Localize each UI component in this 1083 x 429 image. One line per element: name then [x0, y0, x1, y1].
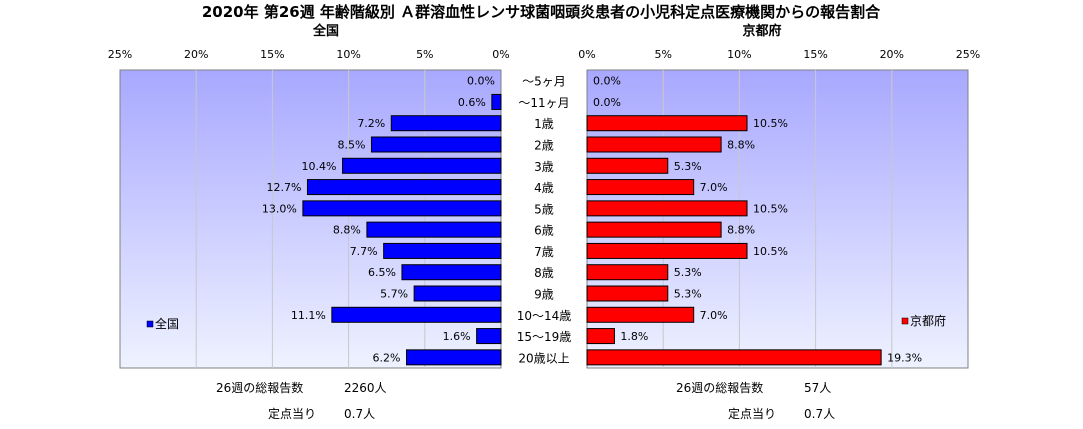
- national-data-label: 8.8%: [333, 224, 361, 237]
- national-bar: [383, 242, 502, 259]
- national-bar: [401, 264, 502, 281]
- national-tick-label: 5%: [416, 48, 433, 61]
- national-bar: [306, 179, 502, 196]
- category-label: 4歳: [534, 181, 554, 195]
- national-subtitle: 全国: [312, 23, 339, 39]
- kyoto-data-label: 0.0%: [593, 75, 621, 88]
- national-tick-label: 0%: [492, 48, 509, 61]
- national-data-label: 10.4%: [302, 160, 337, 173]
- national-legend-marker: [146, 320, 154, 328]
- national-data-label: 13.0%: [262, 202, 297, 215]
- national-total-label: 26週の総報告数: [216, 380, 303, 395]
- kyoto-bar: [586, 115, 748, 132]
- kyoto-data-label: 8.8%: [727, 139, 755, 152]
- kyoto-per-label: 定点当り: [728, 406, 776, 421]
- national-total-value: 2260人: [344, 381, 387, 395]
- national-bar: [406, 349, 502, 366]
- kyoto-legend-marker: [901, 317, 909, 325]
- category-label: 6歳: [534, 224, 554, 238]
- kyoto-tick-label: 15%: [803, 48, 827, 61]
- national-data-label: 5.7%: [380, 288, 408, 301]
- national-bar: [476, 328, 502, 345]
- kyoto-bar: [586, 200, 748, 217]
- kyoto-bar: [586, 264, 669, 281]
- national-data-label: 11.1%: [291, 309, 326, 322]
- national-bar: [331, 306, 502, 323]
- kyoto-data-label: 5.3%: [674, 160, 702, 173]
- national-tick-label: 25%: [108, 48, 132, 61]
- national-per-label: 定点当り: [268, 406, 316, 421]
- national-data-label: 12.7%: [266, 181, 301, 194]
- category-label: 2歳: [534, 139, 554, 153]
- national-bar: [413, 285, 502, 302]
- national-data-label: 6.5%: [368, 266, 396, 279]
- kyoto-bar: [586, 285, 669, 302]
- kyoto-data-label: 5.3%: [674, 288, 702, 301]
- kyoto-bar: [586, 221, 722, 238]
- kyoto-tick-label: 5%: [654, 48, 671, 61]
- category-label: 5歳: [534, 202, 554, 216]
- kyoto-bar: [586, 328, 615, 345]
- national-data-label: 1.6%: [443, 330, 471, 343]
- kyoto-legend-label: 京都府: [910, 313, 946, 328]
- kyoto-bar: [586, 136, 722, 153]
- national-data-label: 7.2%: [357, 117, 385, 130]
- kyoto-tick-label: 10%: [727, 48, 751, 61]
- kyoto-total-value: 57人: [804, 381, 831, 395]
- kyoto-tick-label: 25%: [956, 48, 980, 61]
- kyoto-data-label: 10.5%: [753, 245, 788, 258]
- category-label: 7歳: [534, 245, 554, 259]
- kyoto-bar: [586, 179, 695, 196]
- national-bar: [366, 221, 502, 238]
- category-label: 3歳: [534, 160, 554, 174]
- national-bar: [390, 115, 502, 132]
- national-bar: [342, 157, 502, 174]
- category-label: 8歳: [534, 266, 554, 280]
- category-label: 15～19歳: [517, 330, 572, 344]
- kyoto-data-label: 19.3%: [887, 351, 922, 364]
- kyoto-data-label: 5.3%: [674, 266, 702, 279]
- kyoto-bar: [586, 157, 669, 174]
- national-data-label: 8.5%: [338, 139, 366, 152]
- national-tick-label: 20%: [184, 48, 208, 61]
- kyoto-data-label: 1.8%: [620, 330, 648, 343]
- national-bar: [370, 136, 502, 153]
- kyoto-tick-label: 0%: [578, 48, 595, 61]
- kyoto-per-value: 0.7人: [804, 407, 835, 421]
- national-per-value: 0.7人: [344, 407, 375, 421]
- kyoto-data-label: 10.5%: [753, 202, 788, 215]
- category-label: 20歳以上: [518, 351, 569, 365]
- kyoto-data-label: 10.5%: [753, 117, 788, 130]
- national-bar: [302, 200, 502, 217]
- kyoto-tick-label: 20%: [880, 48, 904, 61]
- national-legend-label: 全国: [155, 316, 179, 331]
- category-label: 1歳: [534, 117, 554, 131]
- kyoto-bar: [586, 306, 695, 323]
- kyoto-total-label: 26週の総報告数: [676, 380, 763, 395]
- national-data-label: 0.6%: [458, 96, 486, 109]
- national-tick-label: 10%: [336, 48, 360, 61]
- kyoto-data-label: 7.0%: [700, 309, 728, 322]
- category-label: 9歳: [534, 288, 554, 302]
- chart-title: 2020年 第26週 年齢階級別 Ａ群溶血性レンサ球菌咽頭炎患者の小児科定点医療…: [202, 3, 881, 21]
- category-label: ～5ヶ月: [522, 75, 566, 89]
- kyoto-subtitle: 京都府: [742, 23, 781, 39]
- category-label: ～11ヶ月: [518, 96, 569, 110]
- national-data-label: 0.0%: [467, 75, 495, 88]
- national-tick-label: 15%: [260, 48, 284, 61]
- kyoto-data-label: 7.0%: [700, 181, 728, 194]
- national-data-label: 7.7%: [350, 245, 378, 258]
- national-bar: [491, 93, 502, 110]
- kyoto-bar: [586, 242, 748, 259]
- national-data-label: 6.2%: [373, 351, 401, 364]
- kyoto-data-label: 0.0%: [593, 96, 621, 109]
- category-label: 10～14歳: [517, 309, 572, 323]
- kyoto-bar: [586, 349, 882, 366]
- kyoto-data-label: 8.8%: [727, 224, 755, 237]
